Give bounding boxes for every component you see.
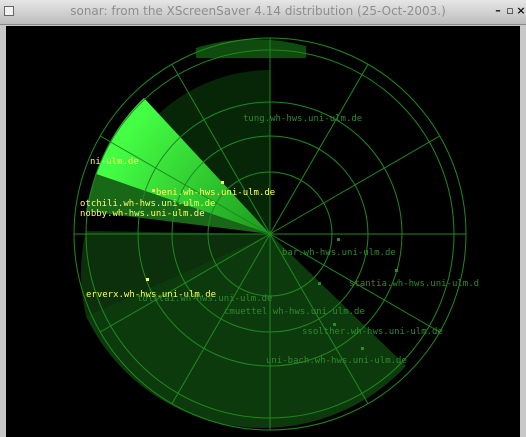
sonar-display: tung.wh-hws.uni-ulm.de ni-ulm.de beni.wh…	[6, 26, 520, 437]
target-label: bar.wh-hws.uni-ulm.de	[282, 248, 396, 258]
spoke-line	[171, 64, 271, 235]
sweep-trail-faint	[81, 231, 270, 316]
spoke-line	[269, 64, 369, 235]
spoke-line	[100, 135, 271, 235]
target-label: otchili.wh-hws.uni-ulm.de	[80, 199, 215, 209]
window-menu-button[interactable]	[4, 6, 14, 16]
sweep-beam-fade	[86, 174, 270, 234]
spoke-line	[269, 135, 440, 235]
sweep-trail-far	[126, 70, 270, 234]
spoke-line	[269, 233, 369, 404]
sonar-svg: tung.wh-hws.uni-ulm.de ni-ulm.de beni.wh…	[73, 37, 479, 431]
target-label: tung.wh-hws.uni-ulm.de	[243, 114, 362, 124]
target-label: nobby.wh-hws.uni-ulm.de	[80, 209, 205, 219]
target-label: cmuettel.wh-hws.uni-ulm.de	[224, 307, 365, 317]
target-label: beni.wh-hws.uni-ulm.de	[156, 188, 275, 198]
maximize-button[interactable]: ▫	[506, 4, 514, 17]
blip	[152, 189, 155, 192]
close-button[interactable]: ×	[516, 4, 526, 17]
minimize-button[interactable]: –	[495, 4, 501, 17]
rim-highlight	[196, 39, 306, 58]
blip	[337, 238, 340, 241]
blip	[221, 181, 224, 184]
target-label: ssolther.wh-hws.uni-ulm.de	[302, 327, 443, 337]
spoke-line	[171, 233, 271, 404]
spokes	[74, 38, 466, 430]
spoke-line	[100, 233, 271, 333]
title-bar[interactable]: sonar: from the XScreenSaver 4.14 distri…	[0, 0, 526, 25]
sweep-beam	[96, 98, 270, 234]
blip	[318, 282, 321, 285]
target-blips	[146, 181, 398, 350]
target-label: uni-bach.wh-hws.uni-ulm.de	[266, 356, 407, 366]
sweep-trail-dim	[86, 234, 406, 428]
spoke-line	[269, 233, 440, 333]
target-label: tolitai.wh-hws.uni-ulm.de	[137, 294, 272, 304]
blip	[146, 278, 149, 281]
target-label: stantia.wh-hws.uni-ulm.d	[349, 279, 479, 289]
blip	[333, 323, 336, 326]
window-title: sonar: from the XScreenSaver 4.14 distri…	[70, 4, 446, 18]
blip	[395, 269, 398, 272]
target-label: erverx.wh-hws.uni-ulm.de	[86, 290, 216, 300]
blip	[361, 347, 364, 350]
target-label: ni-ulm.de	[90, 157, 139, 167]
